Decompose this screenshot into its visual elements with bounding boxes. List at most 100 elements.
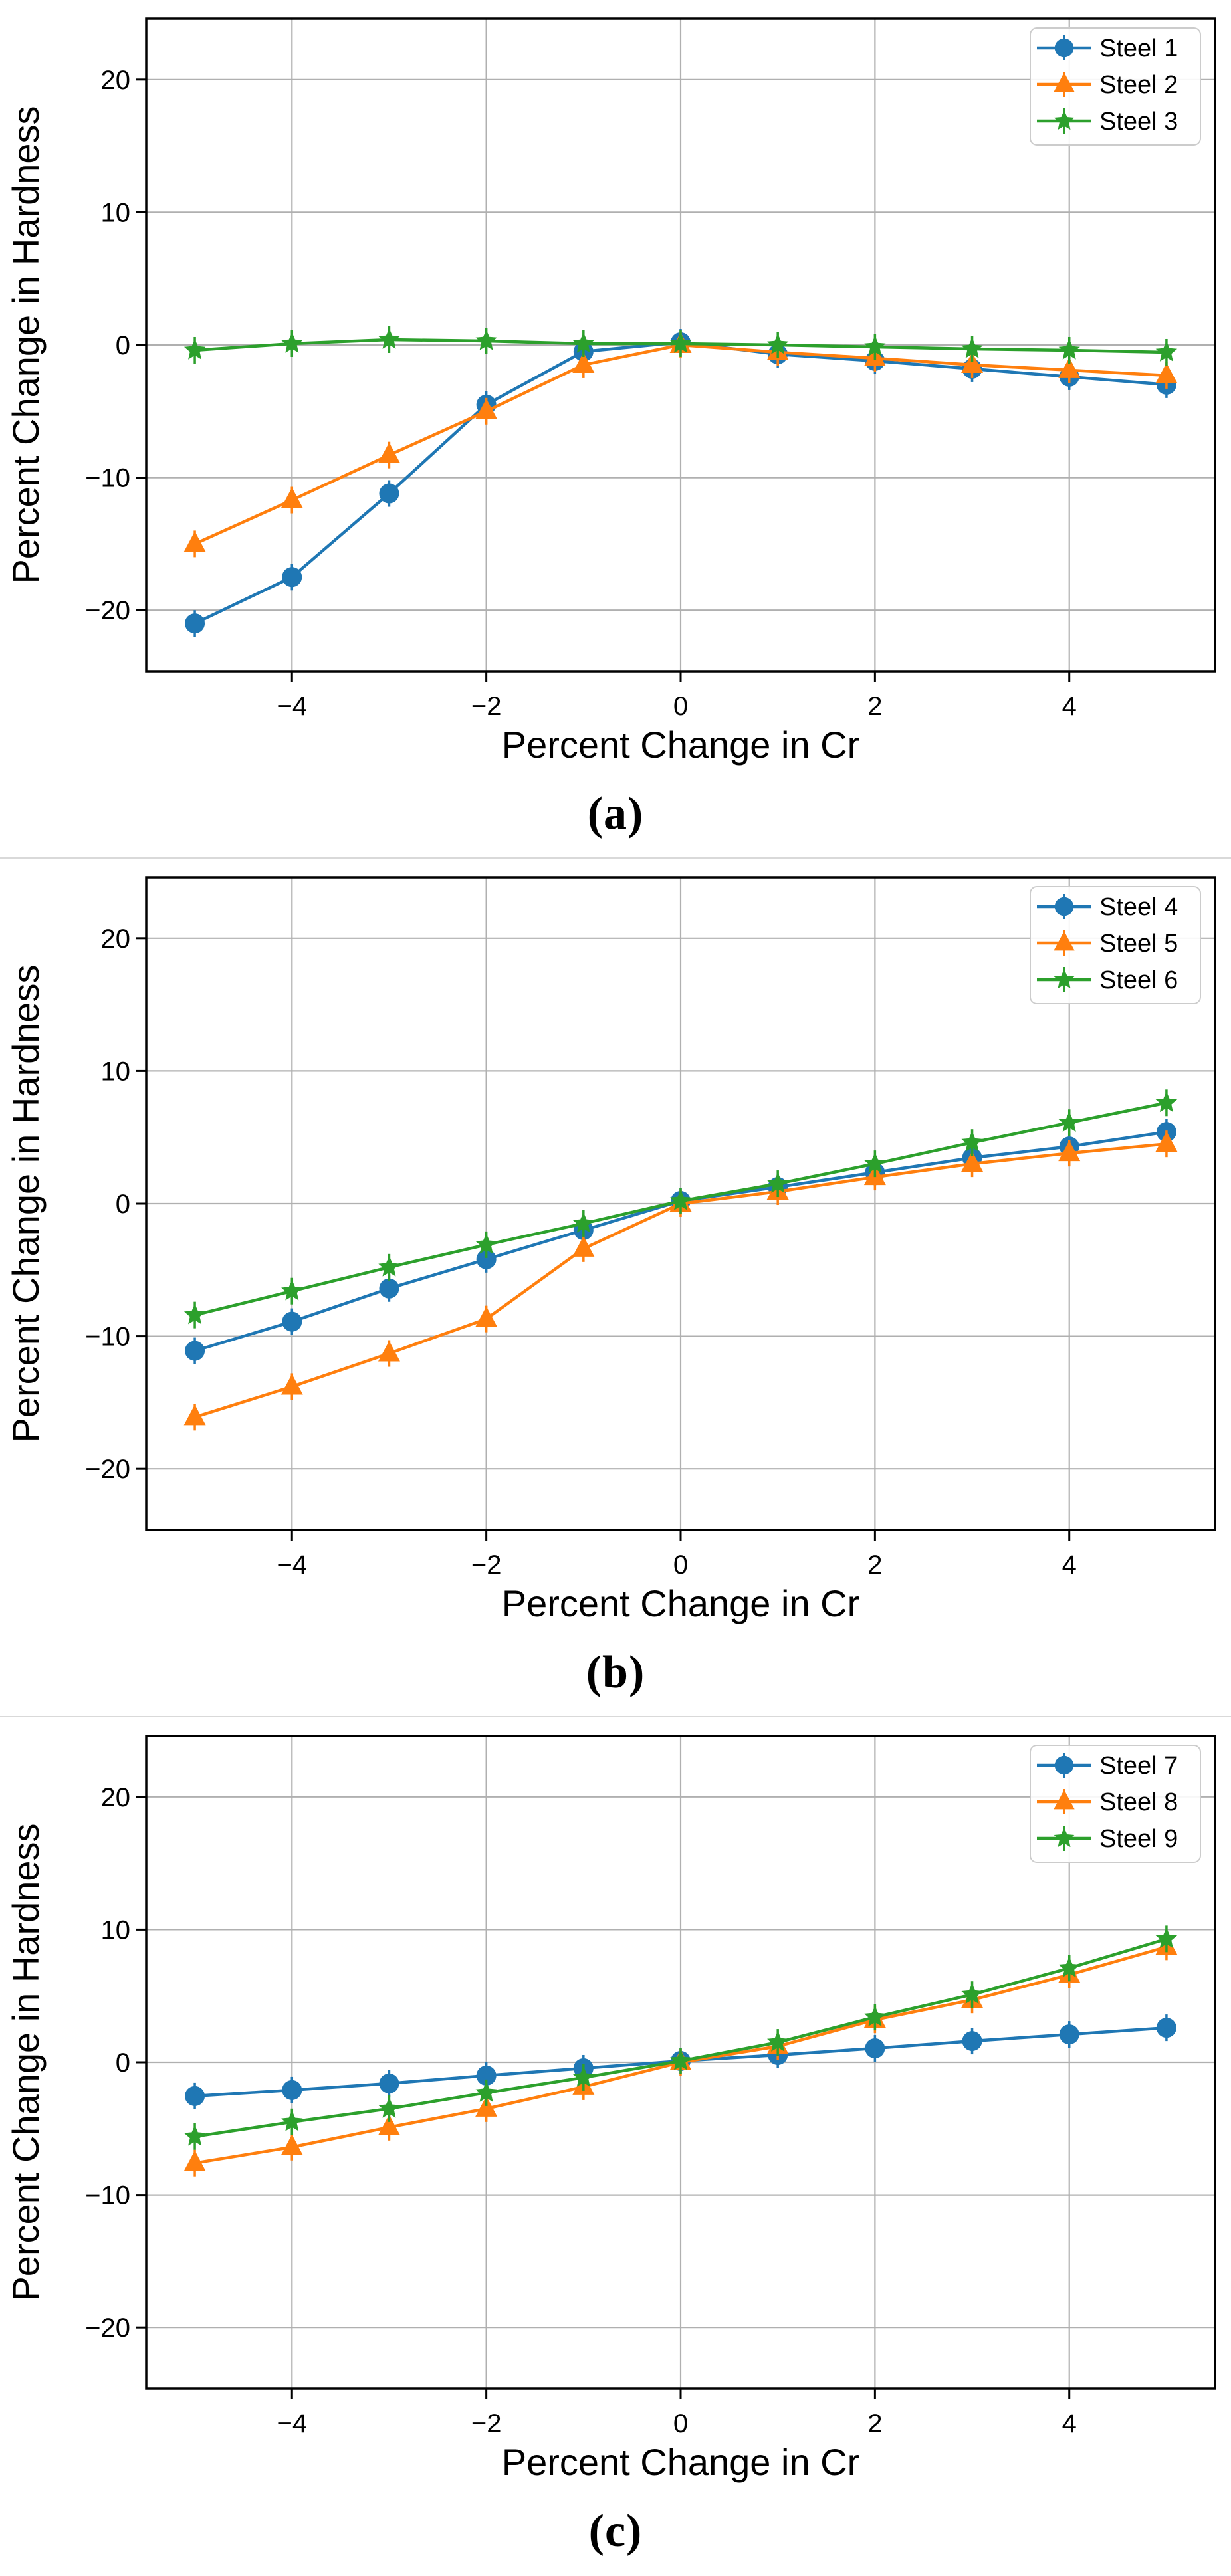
y-tick-label: 20 bbox=[101, 66, 131, 95]
star-marker-icon bbox=[183, 339, 206, 360]
x-tick-label: −4 bbox=[277, 2409, 307, 2438]
legend-item-steel-1: Steel 1 bbox=[1037, 35, 1178, 62]
legend-item-steel-4: Steel 4 bbox=[1037, 893, 1178, 921]
circle-marker-icon bbox=[379, 483, 399, 504]
legend-box bbox=[1030, 886, 1201, 1004]
star-marker-icon bbox=[961, 338, 983, 358]
star-marker-icon bbox=[767, 2031, 789, 2052]
star-marker-icon bbox=[1054, 110, 1075, 130]
x-tick-label: −4 bbox=[277, 1551, 307, 1580]
triangle-marker-icon bbox=[1058, 357, 1081, 378]
y-tick-label: 10 bbox=[101, 1057, 131, 1086]
series-steel-9 bbox=[183, 1925, 1178, 2150]
triangle-marker-icon bbox=[572, 352, 595, 373]
star-marker-icon bbox=[378, 328, 400, 349]
circle-marker-icon bbox=[476, 2065, 497, 2086]
x-tick-label: 0 bbox=[673, 692, 688, 721]
legend-label: Steel 7 bbox=[1099, 1752, 1178, 1780]
triangle-marker-icon bbox=[378, 442, 400, 463]
triangle-marker-icon bbox=[1054, 930, 1075, 951]
star-marker-icon bbox=[1058, 1111, 1080, 1132]
series-steel-3 bbox=[183, 326, 1178, 366]
star-marker-icon bbox=[767, 1172, 789, 1193]
y-tick-label: 0 bbox=[116, 331, 130, 360]
star-marker-icon bbox=[864, 2006, 886, 2026]
figure-b-caption: (b) bbox=[0, 1630, 1231, 1716]
x-tick-label: 2 bbox=[867, 2409, 882, 2438]
legend-label: Steel 4 bbox=[1099, 893, 1178, 921]
circle-marker-icon bbox=[282, 567, 302, 588]
x-tick-label: 4 bbox=[1062, 1551, 1077, 1580]
x-tick-label: 2 bbox=[867, 692, 882, 721]
circle-marker-icon bbox=[1156, 2018, 1176, 2038]
legend-box bbox=[1030, 1745, 1201, 1863]
star-marker-icon bbox=[864, 336, 886, 356]
figure-c-caption: (c) bbox=[0, 2488, 1231, 2575]
legend-label: Steel 1 bbox=[1099, 35, 1178, 62]
star-marker-icon bbox=[669, 332, 692, 353]
star-marker-icon bbox=[669, 1190, 692, 1210]
triangle-marker-icon bbox=[1155, 1131, 1178, 1152]
triangle-marker-icon bbox=[1058, 1140, 1081, 1162]
figure-c: −4 −2 0 2 4 −20 −10 0 10 20 Percent Change in Cr Pe… bbox=[0, 1717, 1231, 2576]
y-tick-label: 20 bbox=[101, 924, 131, 954]
figure-background bbox=[0, 859, 1231, 1630]
figure-a: −4 −2 0 2 4 −20 −10 0 10 20 Percent Change in Cr Pe… bbox=[0, 0, 1231, 859]
x-tick-label: 4 bbox=[1062, 692, 1077, 721]
plot-border bbox=[145, 876, 1216, 1531]
star-marker-icon bbox=[1058, 1957, 1080, 1977]
circle-marker-icon bbox=[282, 1311, 302, 1332]
legend: Steel 4 Steel 5 Steel 6 bbox=[1030, 886, 1201, 1004]
triangle-marker-icon bbox=[378, 1341, 400, 1362]
y-tick-label: 0 bbox=[116, 1190, 130, 1219]
plot-border bbox=[145, 1735, 1216, 2390]
legend-label: Steel 9 bbox=[1099, 1825, 1178, 1853]
figure-b-caption-text: (b) bbox=[586, 1647, 645, 1698]
x-axis-label: Percent Change in Cr bbox=[502, 1582, 860, 1624]
circle-marker-icon bbox=[1054, 1755, 1074, 1775]
plot-border bbox=[145, 17, 1216, 673]
figure-background bbox=[0, 0, 1231, 771]
legend-label: Steel 2 bbox=[1099, 71, 1178, 99]
y-tick-label: −10 bbox=[85, 1323, 130, 1352]
legend-label: Steel 8 bbox=[1099, 1788, 1178, 1816]
legend-label: Steel 6 bbox=[1099, 966, 1178, 994]
x-tick-label: 4 bbox=[1062, 2409, 1077, 2438]
triangle-marker-icon bbox=[475, 398, 498, 419]
legend-label: Steel 3 bbox=[1099, 108, 1178, 136]
triangle-marker-icon bbox=[378, 2114, 400, 2135]
x-tick-label: −2 bbox=[471, 692, 502, 721]
circle-marker-icon bbox=[1059, 2024, 1079, 2045]
star-marker-icon bbox=[1155, 1091, 1178, 1113]
x-tick-label: −4 bbox=[277, 692, 307, 721]
circle-marker-icon bbox=[379, 2073, 399, 2093]
star-marker-icon bbox=[572, 1212, 594, 1233]
star-marker-icon bbox=[572, 2066, 594, 2087]
star-marker-icon bbox=[475, 2081, 497, 2102]
y-axis-label: Percent Change in Hardness bbox=[5, 1823, 47, 2301]
circle-marker-icon bbox=[185, 2086, 205, 2106]
legend-item-steel-9: Steel 9 bbox=[1037, 1825, 1178, 1853]
star-marker-icon bbox=[961, 1131, 983, 1152]
legend-box bbox=[1030, 27, 1201, 146]
star-marker-icon bbox=[669, 2050, 692, 2070]
triangle-marker-icon bbox=[961, 352, 984, 373]
x-tick-label: −2 bbox=[471, 1551, 502, 1580]
triangle-marker-icon bbox=[1054, 72, 1075, 92]
x-tick-label: −2 bbox=[471, 2409, 502, 2438]
triangle-marker-icon bbox=[183, 1404, 206, 1426]
figure-background bbox=[0, 1717, 1231, 2488]
figure-a-caption: (a) bbox=[0, 771, 1231, 857]
star-marker-icon bbox=[378, 2097, 400, 2118]
star-marker-icon bbox=[1155, 341, 1178, 362]
star-marker-icon bbox=[1054, 968, 1075, 989]
circle-marker-icon bbox=[962, 2031, 982, 2052]
star-marker-icon bbox=[1058, 339, 1080, 360]
star-marker-icon bbox=[767, 334, 789, 354]
triangle-marker-icon bbox=[280, 487, 303, 508]
star-marker-icon bbox=[281, 1279, 303, 1301]
